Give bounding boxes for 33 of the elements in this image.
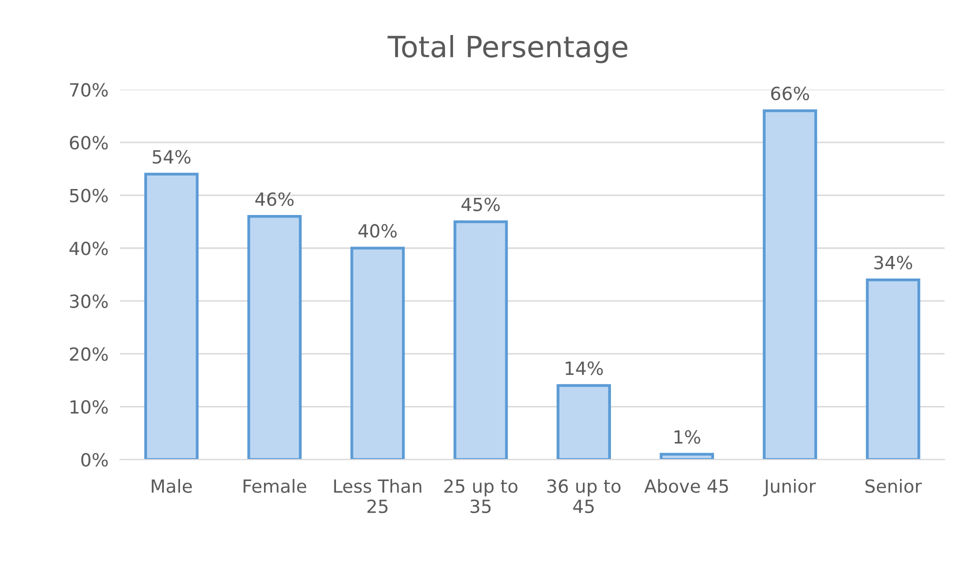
data-label: 46% — [255, 192, 294, 206]
x-tick-label: 36 up to 45 — [547, 479, 621, 514]
bar — [556, 384, 611, 460]
y-tick-label: 20% — [70, 347, 108, 361]
x-tick-label: Senior — [866, 478, 922, 493]
bar — [660, 452, 714, 460]
bar — [350, 246, 405, 460]
x-tick-label: Above 45 — [644, 478, 728, 493]
y-tick-label: 50% — [70, 188, 108, 202]
y-tick-label: 60% — [70, 136, 108, 150]
data-label: 1% — [674, 430, 700, 444]
x-tick-label: Less Than 25 — [334, 478, 422, 514]
x-tick-label: Junior — [763, 478, 816, 496]
x-tick-label: Male — [152, 478, 192, 493]
bar — [762, 109, 818, 460]
y-tick-label: 0% — [81, 452, 108, 467]
bar — [454, 220, 508, 460]
bar — [866, 278, 920, 460]
chart-title: Total Persentage — [388, 35, 628, 64]
data-label: 40% — [358, 224, 397, 238]
y-tick-label: 70% — [70, 83, 108, 97]
x-tick-label: Female — [244, 478, 306, 493]
data-label: 14% — [566, 361, 603, 376]
data-label: 66% — [771, 86, 810, 100]
data-label: 34% — [874, 256, 912, 270]
y-tick-label: 40% — [70, 242, 108, 256]
data-label: 45% — [462, 198, 500, 212]
x-tick-label: 25 up to 35 — [444, 479, 518, 514]
data-label: 54% — [152, 150, 190, 164]
bar — [247, 215, 302, 460]
y-tick-label: 30% — [70, 294, 108, 308]
bar — [144, 172, 199, 460]
y-tick-label: 10% — [70, 400, 108, 414]
